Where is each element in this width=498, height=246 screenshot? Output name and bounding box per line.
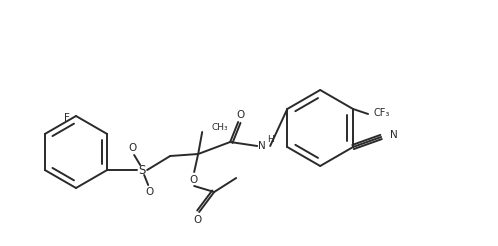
Text: CF₃: CF₃ bbox=[373, 108, 389, 118]
Text: CH₃: CH₃ bbox=[211, 123, 228, 133]
Text: O: O bbox=[128, 143, 136, 153]
Text: O: O bbox=[145, 187, 153, 197]
Text: N: N bbox=[390, 130, 398, 140]
Text: N: N bbox=[258, 141, 266, 151]
Text: S: S bbox=[138, 164, 146, 176]
Text: F: F bbox=[64, 113, 70, 123]
Text: O: O bbox=[236, 110, 245, 120]
Text: O: O bbox=[193, 215, 201, 225]
Text: H: H bbox=[267, 136, 273, 144]
Text: O: O bbox=[189, 175, 197, 185]
